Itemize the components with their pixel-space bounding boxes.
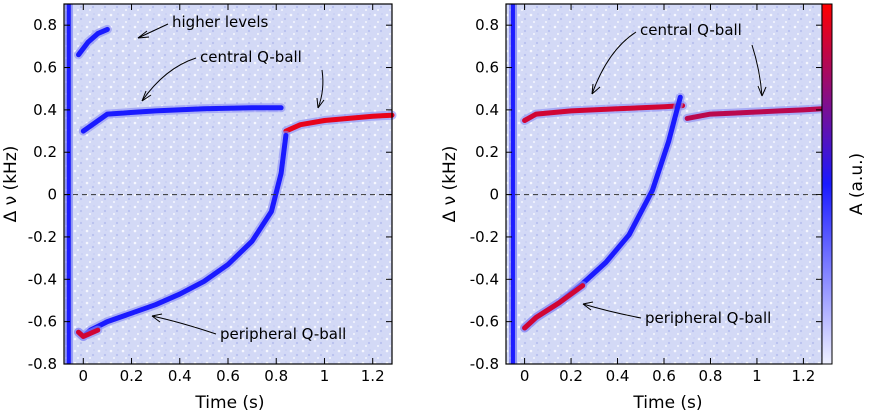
arrow-peripheral-left	[151, 315, 217, 335]
colorbar-label: A (a.u.)	[847, 153, 867, 215]
series-1-segment-1	[76, 327, 101, 339]
y-tick-label: -0.6	[470, 313, 499, 331]
y-tick-label: -0.2	[28, 228, 57, 246]
y-tick-label: 0.8	[475, 16, 499, 34]
colorbar	[821, 3, 833, 365]
x-tick-label: 1.2	[361, 367, 385, 385]
left-ticks: 0 0.2 0.4 0.6 0.8 1 1.2 -0.8 -0.6 -0.4 -0.2 0 0.2 0.4…	[28, 4, 392, 385]
left-x-axis-label: Time (s)	[194, 393, 264, 413]
arrow-central-right-2	[751, 44, 763, 97]
y-tick-label: 0	[489, 186, 499, 204]
right-vertical-band	[508, 4, 517, 364]
series-2-segment-0	[76, 26, 110, 58]
left-panel: 0 0.2 0.4 0.6 0.8 1 1.2 -0.8 -0.6 -0.4 -0.2 0 0.2 0.4…	[1, 3, 397, 413]
y-tick-label: 0.2	[475, 143, 499, 161]
vertical-band-core	[510, 4, 515, 364]
annotation-central-q-ball-right: central Q-ball	[640, 21, 742, 39]
y-tick-label: 0.6	[33, 59, 57, 77]
arrowhead-central-right-2	[757, 85, 767, 97]
x-tick-label: 0.4	[606, 367, 630, 385]
y-tick-label: -0.4	[470, 270, 499, 288]
y-tick-label: 0.6	[475, 59, 499, 77]
y-tick-label: 0.4	[475, 101, 499, 119]
x-tick-label: 0.6	[216, 367, 240, 385]
x-tick-label: 0.2	[120, 367, 144, 385]
x-tick-label: 0	[79, 367, 89, 385]
annotation-higher-levels: higher levels	[172, 13, 269, 31]
series-0-segment-0	[522, 103, 686, 123]
y-tick-label: 0.8	[33, 16, 57, 34]
annotation-peripheral-q-ball-right: peripheral Q-ball	[645, 309, 771, 327]
left-traces	[74, 24, 397, 341]
series-0-segment-1	[684, 106, 825, 121]
arrowhead-central-left-2	[316, 97, 325, 109]
right-ticks: 0 0.2 0.4 0.6 0.8 1 1.2 -0.8 -0.6 -0.4 -0.2 0 0.2 0.4…	[470, 4, 822, 385]
right-y-axis-label: Δ ν (kHz)	[440, 146, 460, 223]
y-tick-label: 0.4	[33, 101, 57, 119]
x-tick-label: 1	[752, 367, 762, 385]
y-tick-label: -0.6	[28, 313, 57, 331]
arrowhead-central-left-1	[141, 90, 152, 102]
series-0-segment-1	[283, 112, 395, 134]
arrow-higher-levels	[137, 23, 169, 39]
right-traces	[520, 92, 827, 333]
x-tick-label: 0.6	[652, 367, 676, 385]
arrow-central-left-2	[317, 69, 324, 109]
annotation-peripheral-q-ball-left: peripheral Q-ball	[220, 325, 346, 343]
x-tick-label: 1	[320, 367, 330, 385]
arrowhead-central-right-1	[591, 83, 601, 95]
right-x-axis-label: Time (s)	[632, 393, 702, 413]
annotation-central-q-ball-left: central Q-ball	[200, 48, 302, 66]
x-tick-label: 0.4	[168, 367, 192, 385]
y-tick-label: -0.8	[28, 355, 57, 373]
left-plot-background	[64, 4, 392, 364]
x-tick-label: 0	[520, 367, 530, 385]
series-0-segment-0	[80, 105, 284, 134]
arrowhead-higher-levels	[137, 30, 150, 39]
vertical-band-core	[66, 4, 71, 364]
right-panel: 0 0.2 0.4 0.6 0.8 1 1.2 -0.8 -0.6 -0.4 -0.2 0 0.2 0.4…	[440, 3, 867, 413]
arrow-central-left-1	[141, 57, 197, 102]
y-tick-label: -0.4	[28, 270, 57, 288]
x-tick-label: 1.2	[791, 367, 815, 385]
series-1-segment-1	[522, 283, 586, 331]
arrowhead-peripheral-left	[151, 313, 163, 323]
x-tick-label: 0.2	[559, 367, 583, 385]
y-tick-label: 0	[47, 186, 57, 204]
left-vertical-band	[64, 4, 73, 364]
left-y-axis-label: Δ ν (kHz)	[1, 146, 21, 223]
y-tick-label: 0.2	[33, 143, 57, 161]
y-tick-label: -0.8	[470, 355, 499, 373]
arrowhead-peripheral-right	[582, 301, 594, 311]
y-tick-label: -0.2	[470, 228, 499, 246]
arrow-peripheral-right	[582, 303, 642, 319]
x-tick-label: 0.8	[699, 367, 723, 385]
arrow-central-right-1	[591, 31, 637, 95]
x-tick-label: 0.8	[264, 367, 288, 385]
